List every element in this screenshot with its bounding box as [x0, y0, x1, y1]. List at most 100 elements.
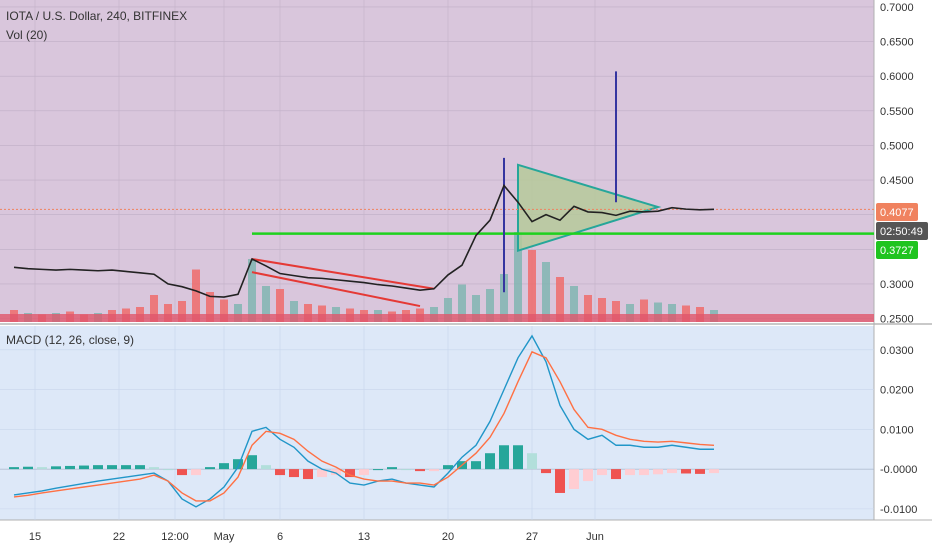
price-panel-background[interactable]: [0, 0, 874, 322]
volume-bar: [234, 304, 242, 322]
volume-bar: [318, 305, 326, 322]
histogram-bar: [555, 469, 565, 493]
volume-bar: [178, 301, 186, 322]
time-tick-label: 27: [526, 531, 538, 543]
histogram-bar: [135, 465, 145, 470]
price-tick-label: 0.5000: [880, 140, 914, 152]
volume-bar: [640, 299, 648, 322]
macd-tick-label: 0.0300: [880, 345, 914, 357]
price-tick-label: 0.3000: [880, 279, 914, 291]
histogram-bar: [163, 469, 173, 471]
histogram-bar: [513, 445, 523, 470]
histogram-bar: [415, 469, 425, 472]
price-tick-label: 0.6500: [880, 37, 914, 49]
macd-label[interactable]: MACD (12, 26, close, 9): [6, 333, 135, 347]
volume-bar: [304, 304, 312, 322]
histogram-bar: [51, 466, 61, 470]
volume-bar: [612, 301, 620, 322]
x-axis-ticks: 15 22 12:00 May 6 13 20 27 Jun: [29, 531, 604, 543]
histogram-bar: [485, 453, 495, 470]
volume-bar: [262, 286, 270, 322]
volume-bar: [150, 295, 158, 322]
histogram-bar: [597, 469, 607, 476]
volume-bar: [290, 301, 298, 322]
histogram-bar: [191, 469, 201, 476]
time-tick-label: 13: [358, 531, 370, 543]
volume-label[interactable]: Vol (20): [6, 28, 48, 42]
histogram-bar: [93, 465, 103, 470]
volume-bar: [542, 262, 550, 322]
price-scale[interactable]: [874, 0, 932, 322]
histogram-bar: [471, 461, 481, 470]
volume-bar: [668, 304, 676, 322]
macd-series: [0, 334, 874, 508]
wedge-lower-line: [251, 271, 421, 308]
price-tick-label: 0.2500: [880, 314, 914, 326]
histogram-bar: [23, 466, 33, 470]
volume-bar: [276, 289, 284, 322]
macd-scale[interactable]: [874, 326, 932, 520]
histogram-bar: [219, 463, 229, 470]
price-series: [13, 184, 715, 298]
volume-bar: [556, 277, 564, 322]
histogram-bar: [625, 469, 635, 476]
volume-bar: [598, 298, 606, 322]
histogram-bar: [345, 469, 355, 478]
macd-tick-label: -0.0100: [880, 504, 917, 516]
volume-bar: [514, 232, 522, 322]
signal-line: [13, 350, 715, 502]
time-tick-label: 12:00: [161, 531, 189, 543]
time-tick-label: 22: [113, 531, 125, 543]
histogram-bar: [247, 455, 257, 470]
histogram-bar: [429, 469, 439, 472]
countdown-tag: 02:50:49: [880, 226, 923, 238]
wedge-upper-line: [251, 257, 435, 290]
time-tick-label: 20: [442, 531, 454, 543]
macd-tick-label: -0.0000: [880, 464, 917, 476]
last-price-tag-bg: [876, 203, 918, 221]
histogram-bar: [37, 467, 47, 470]
volume-bar: [528, 250, 536, 322]
histogram-bar: [667, 469, 677, 474]
histogram-bar: [583, 469, 593, 482]
histogram-bar: [317, 469, 327, 478]
support-tag: 0.3727: [880, 245, 914, 257]
volume-bar: [248, 259, 256, 322]
price-tags: 0.4077 02:50:49 0.3727: [876, 203, 928, 259]
histogram-bar: [121, 465, 131, 470]
volume-bar: [486, 289, 494, 322]
histogram-bar: [261, 465, 271, 470]
price-tick-label: 0.7000: [880, 2, 914, 14]
support-tag-bg: [876, 241, 918, 259]
histogram-bar: [695, 469, 705, 474]
histogram-bar: [233, 459, 243, 470]
macd-panel-background[interactable]: [0, 326, 874, 520]
price-tick-label: 0.4500: [880, 175, 914, 187]
histogram-bar: [443, 465, 453, 470]
price-tick-label: 0.6000: [880, 71, 914, 83]
symmetrical-triangle: [517, 163, 662, 253]
volume-bar: [570, 286, 578, 322]
histogram-bar: [653, 469, 663, 475]
time-tick-label: Jun: [586, 531, 604, 543]
histogram-bar: [569, 469, 579, 489]
volume-bar: [654, 302, 662, 322]
histogram-bar: [9, 467, 19, 470]
histogram-bar: [611, 469, 621, 480]
last-price-tag: 0.4077: [880, 207, 914, 219]
histogram-bar: [79, 465, 89, 470]
volume-bar: [682, 305, 690, 322]
trend-drawings[interactable]: [0, 71, 874, 308]
histogram-bar: [359, 469, 369, 476]
volume-bar: [500, 274, 508, 322]
histogram-bar: [275, 469, 285, 476]
histogram-bar: [373, 469, 383, 471]
histogram-bar: [289, 469, 299, 478]
histogram-bar: [527, 453, 537, 470]
symbol-title[interactable]: IOTA / U.S. Dollar, 240, BITFINEX: [6, 9, 188, 23]
histogram-bar: [331, 469, 341, 476]
macd-tick-label: 0.0100: [880, 424, 914, 436]
histogram-bar: [639, 469, 649, 476]
histogram-bar: [499, 445, 509, 470]
